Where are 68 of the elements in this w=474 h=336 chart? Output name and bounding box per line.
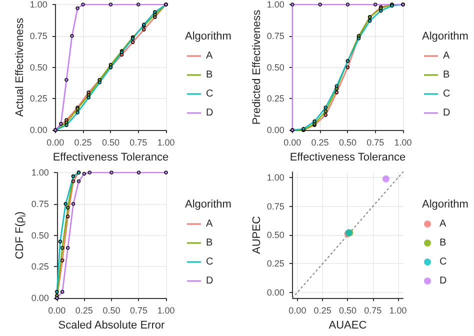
legend-label: C xyxy=(206,256,214,268)
y-tick-label: 0.75 xyxy=(31,198,49,209)
legend-title: Algorithm xyxy=(185,30,232,42)
x-tick-label: 0.75 xyxy=(366,138,384,148)
legend-label: C xyxy=(206,88,214,100)
legend-title: Algorithm xyxy=(422,198,468,210)
x-tick-label: 1.00 xyxy=(394,138,412,148)
y-tick-label: 0.00 xyxy=(266,287,284,298)
x-tick-label: 0.50 xyxy=(102,306,120,316)
legend-label: A xyxy=(440,218,446,230)
legend-label: A xyxy=(443,50,450,62)
legend-label: B xyxy=(443,70,450,80)
x-tick-label: 0.00 xyxy=(48,306,66,316)
x-tick-label: 0.25 xyxy=(311,138,329,148)
y-tick-label: 0.25 xyxy=(266,258,284,269)
legend-label: B xyxy=(206,70,213,80)
x-tick-label: 0.00 xyxy=(284,138,302,148)
y-axis-title: CDF F(ρi) xyxy=(14,211,28,260)
x-axis-title: Effectiveness Tolerance xyxy=(290,152,406,164)
x-tick-label: 0.75 xyxy=(130,306,148,316)
x-tick-label: 0.00 xyxy=(46,138,64,148)
legend-label: B xyxy=(440,238,446,248)
x-axis-title: Scaled Absolute Error xyxy=(58,320,165,332)
y-tick-label: 0.75 xyxy=(266,201,284,212)
y-axis-title: Actual Effectiveness xyxy=(14,17,26,117)
y-tick-label: 0.00 xyxy=(266,125,284,136)
x-tick-label: 0.75 xyxy=(364,306,382,316)
x-axis-title: Effectiveness Tolerance xyxy=(52,152,169,164)
legend-label: D xyxy=(206,108,214,118)
y-tick-label: 1.00 xyxy=(31,168,49,178)
y-tick-label: 1.00 xyxy=(266,0,284,10)
legend-label: D xyxy=(443,108,450,118)
y-tick-label: 1.00 xyxy=(266,172,284,183)
y-tick-label: 0.50 xyxy=(266,230,284,240)
legend-title: Algorithm xyxy=(422,30,468,42)
legend-label: A xyxy=(206,218,213,230)
x-tick-label: 1.00 xyxy=(389,306,407,316)
y-axis-title: AUPEC xyxy=(250,216,263,254)
y-tick-label: 0.75 xyxy=(30,30,48,41)
y-tick-label: 0.00 xyxy=(31,293,49,304)
y-tick-label: 0.50 xyxy=(266,62,284,72)
legend-label: C xyxy=(443,88,450,100)
legend-label: C xyxy=(440,256,447,268)
x-tick-label: 0.50 xyxy=(338,306,356,316)
y-tick-label: 0.75 xyxy=(266,30,284,41)
y-tick-label: 0.25 xyxy=(30,94,48,104)
y-tick-label: 0.50 xyxy=(31,230,49,240)
y-tick-label: 0.00 xyxy=(30,125,48,136)
x-tick-label: 0.50 xyxy=(338,138,356,148)
legend-label: D xyxy=(206,276,214,286)
y-tick-label: 0.25 xyxy=(266,94,284,104)
y-tick-label: 0.50 xyxy=(30,62,48,72)
x-tick-label: 1.00 xyxy=(157,138,175,148)
legend-label: A xyxy=(206,50,213,62)
x-tick-label: 0.00 xyxy=(288,306,306,316)
y-axis-title: Predicted Effectiveness xyxy=(250,9,263,125)
legend-label: D xyxy=(440,276,447,286)
x-tick-label: 0.50 xyxy=(102,138,120,148)
legend-title: Algorithm xyxy=(185,198,232,210)
x-tick-label: 0.25 xyxy=(74,138,92,148)
x-tick-label: 0.25 xyxy=(314,306,332,316)
x-tick-label: 0.75 xyxy=(130,138,148,148)
legend-label: B xyxy=(206,238,213,248)
x-tick-label: 0.25 xyxy=(75,306,93,316)
y-tick-label: 0.25 xyxy=(31,262,49,272)
x-axis-title: AUAEC xyxy=(328,320,367,332)
x-tick-label: 1.00 xyxy=(157,306,175,316)
y-tick-label: 1.00 xyxy=(30,0,48,10)
